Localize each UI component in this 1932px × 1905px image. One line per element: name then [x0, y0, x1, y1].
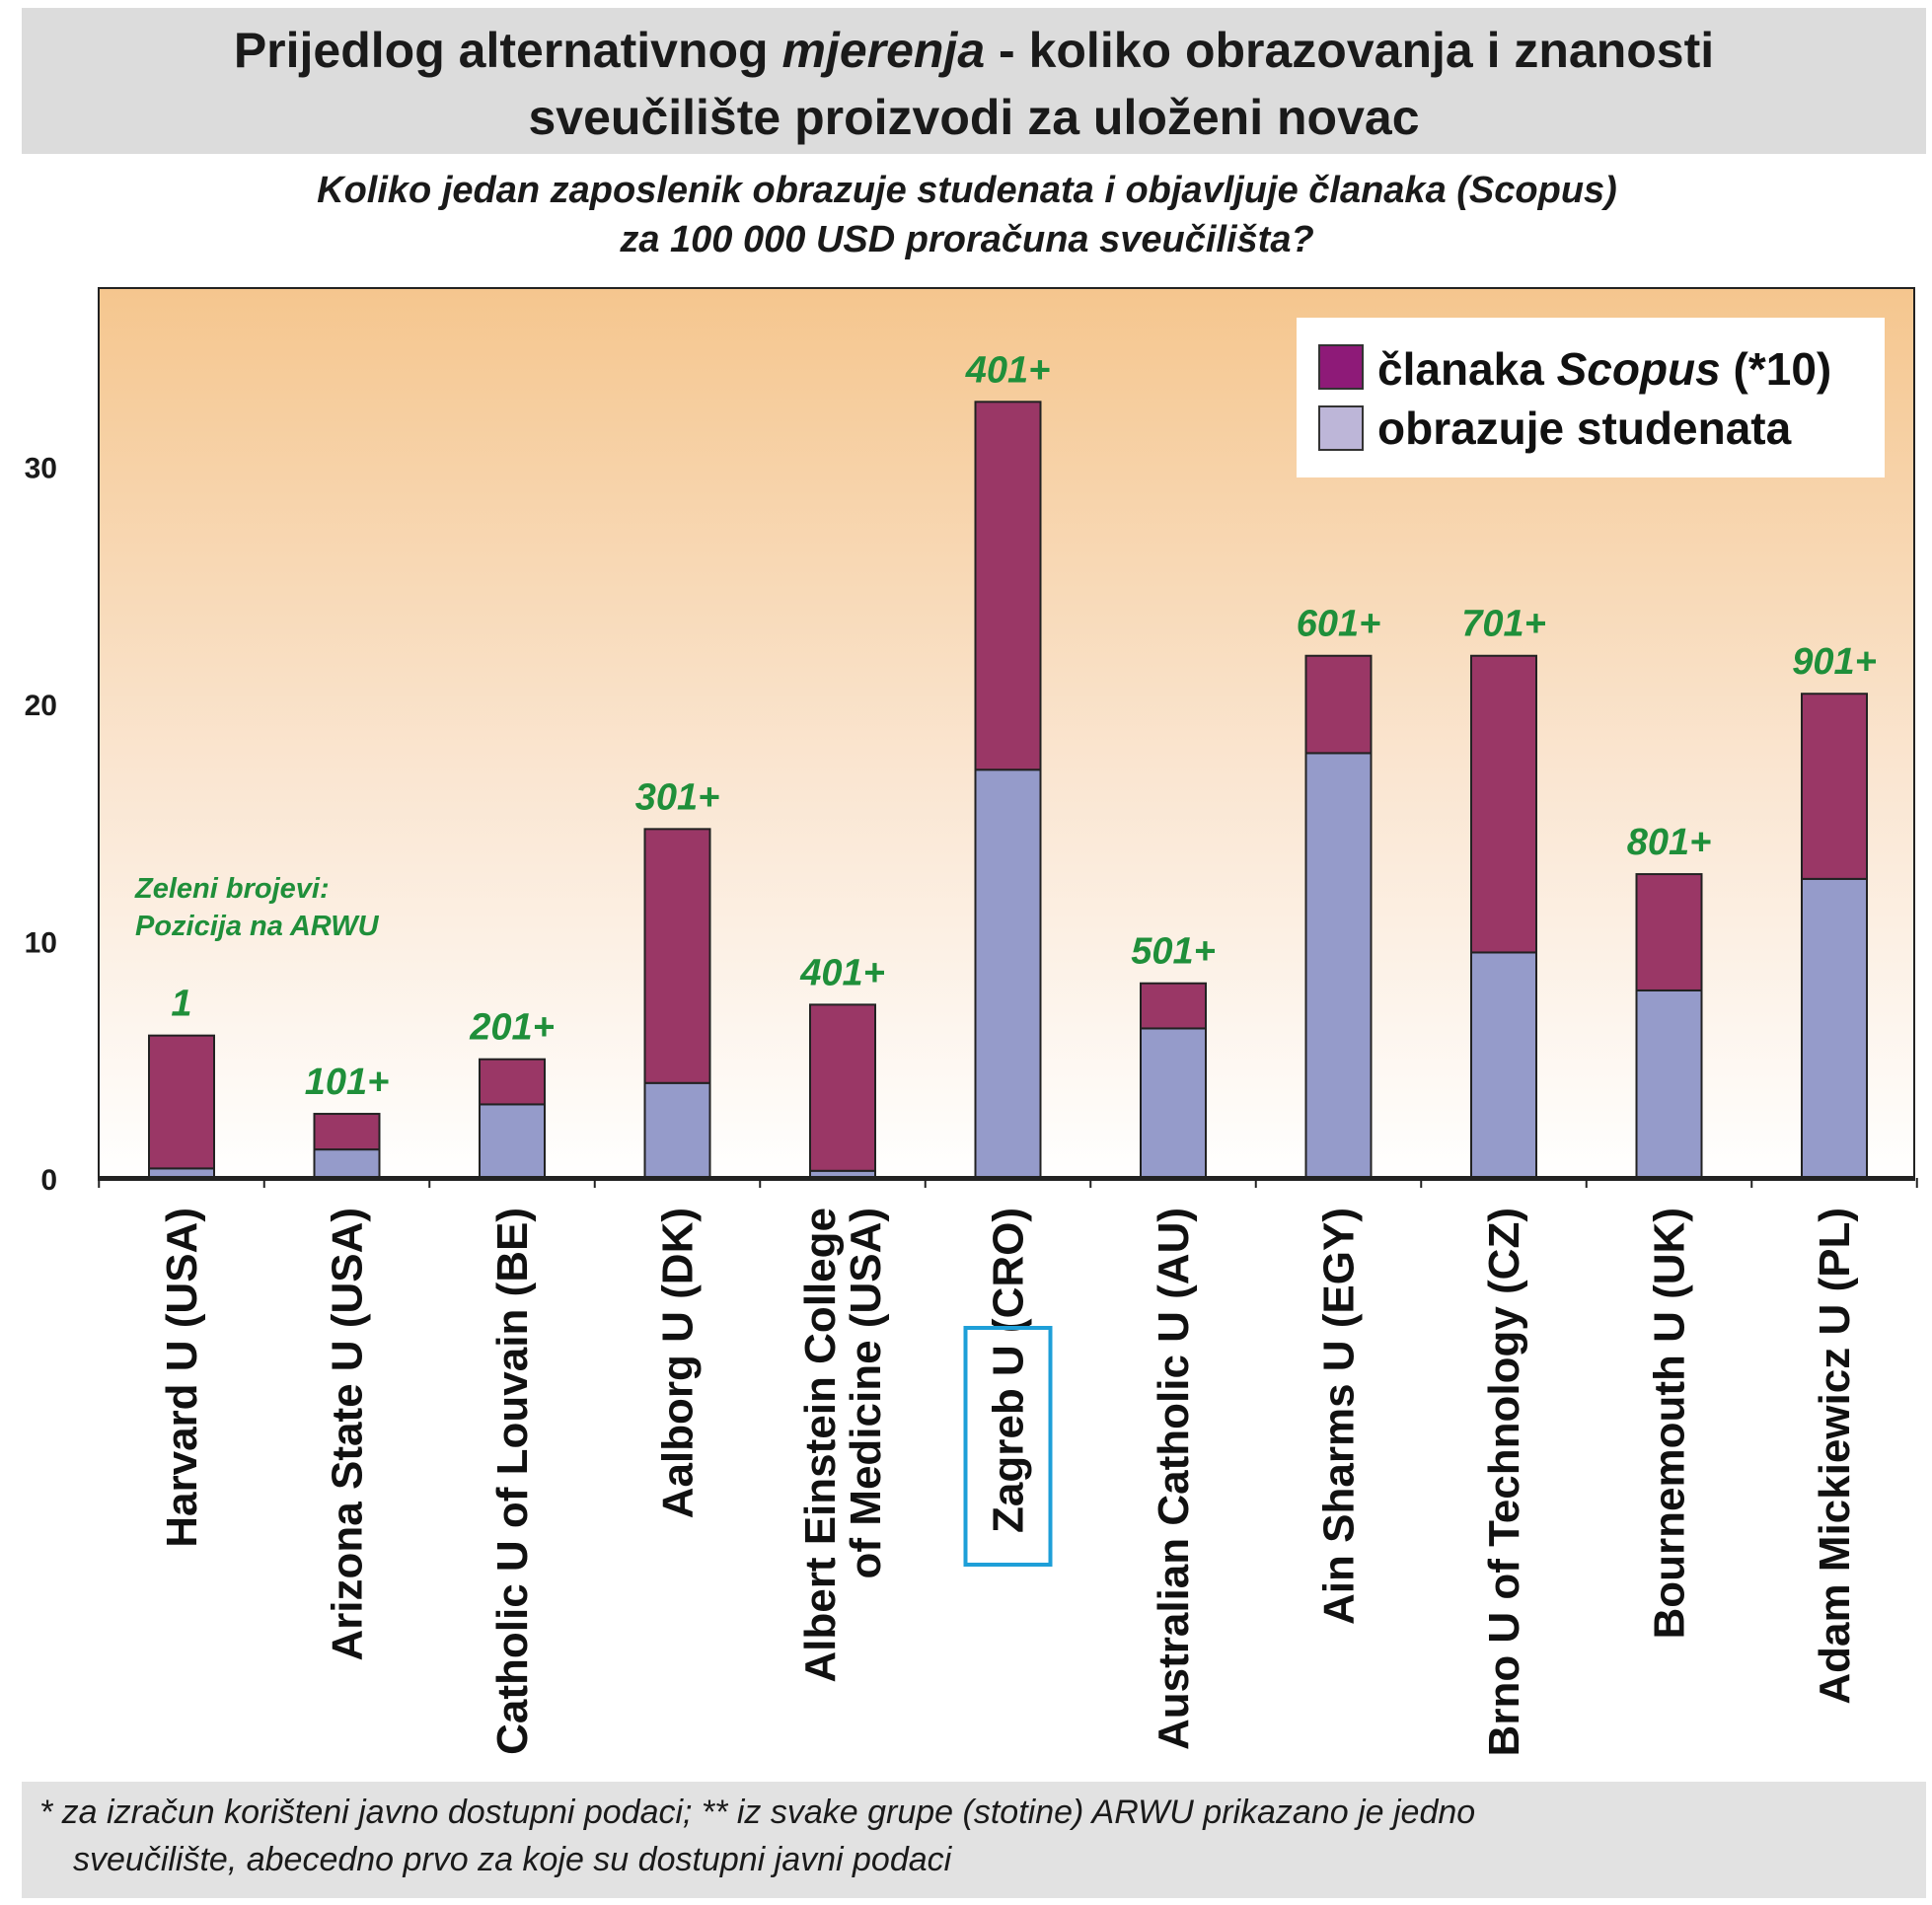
x-category-label: Albert Einstein College — [796, 1208, 845, 1683]
rank-annotation: Zeleni brojevi: Pozicija na ARWU — [134, 873, 380, 942]
legend-swatch-students — [1318, 405, 1364, 451]
y-tick-label: 10 — [25, 926, 57, 959]
arwu-rank-label: 401+ — [799, 952, 885, 993]
arwu-rank-label: 401+ — [965, 349, 1051, 391]
bar-articles — [1801, 693, 1868, 880]
y-tick-label: 20 — [25, 690, 57, 722]
arwu-rank-label: 201+ — [469, 1007, 555, 1049]
arwu-rank-label: 1 — [171, 984, 191, 1025]
bar-articles — [148, 1034, 215, 1170]
chart-subtitle-line2: za 100 000 USD proračuna sveučilišta? — [620, 219, 1314, 260]
annotation-text: Pozicija na ARWU — [135, 911, 380, 942]
chart-title-line2: sveučilište proizvodi za uloženi novac — [528, 90, 1420, 145]
title-part2: - koliko obrazovanja i znanosti — [985, 23, 1715, 78]
bars-group — [148, 401, 1868, 1180]
title-part1: Prijedlog alternativnog — [233, 23, 782, 78]
x-category-label: Arizona State U (USA) — [324, 1208, 372, 1661]
bar-articles — [809, 1003, 876, 1172]
x-category-label: Australian Catholic U (AU) — [1150, 1208, 1198, 1750]
x-category-label: Aalborg U (DK) — [654, 1208, 703, 1518]
arwu-rank-label: 301+ — [635, 776, 720, 818]
bar-students — [1801, 877, 1868, 1179]
x-axis: Harvard U (USA) Arizona State U (USA) Cath… — [98, 1176, 1918, 1756]
y-tick-label: 0 — [40, 1164, 57, 1197]
bar-students — [1304, 752, 1373, 1179]
legend-swatch-articles — [1318, 344, 1364, 390]
bar-students — [313, 1148, 381, 1180]
chart-title-line1: Prijedlog alternativnog mjerenja - kolik… — [22, 22, 1926, 79]
x-category-label: Brno U of Technology (CZ) — [1480, 1208, 1528, 1756]
arwu-rank-label: 701+ — [1461, 604, 1546, 645]
title-banner: Prijedlog alternativnog mjerenja - kolik… — [22, 8, 1926, 154]
bar-articles — [1304, 654, 1373, 755]
stacked-bar-chart: 0 10 20 30 1 101+ 201+ 301+ 401+ 401+ 501+ 601+ 701… — [25, 287, 1918, 1756]
bar-articles — [313, 1113, 381, 1151]
bar-students — [1635, 989, 1703, 1179]
y-axis: 0 10 20 30 — [25, 452, 57, 1197]
bar-articles — [974, 401, 1042, 771]
x-category-label: Ain Sharms U (EGY) — [1315, 1208, 1364, 1625]
title-italic-word: mjerenja — [781, 23, 986, 78]
arwu-rank-label: 801+ — [1627, 822, 1712, 863]
legend-label-articles: članaka Scopus (*10) — [1377, 343, 1831, 395]
x-category-label: Catholic U of Louvain (BE) — [488, 1208, 537, 1755]
bar-articles — [479, 1058, 546, 1106]
highlight-box — [963, 1326, 1053, 1567]
arwu-rank-label: 601+ — [1297, 604, 1381, 645]
legend: članaka Scopus (*10) obrazuje studenata — [1297, 318, 1885, 477]
bar-students — [1140, 1027, 1207, 1179]
bar-articles — [1470, 654, 1537, 954]
x-category-label: of Medicine (USA) — [842, 1208, 890, 1578]
arwu-rank-labels: 1 101+ 201+ 301+ 401+ 401+ 501+ 601+ 701+ 801+ 901… — [171, 349, 1876, 1103]
bar-articles — [643, 828, 711, 1084]
bar-students — [1470, 951, 1537, 1180]
footnote-line1: * za izračun korišteni javno dostupni po… — [39, 1794, 1476, 1831]
x-category-label: Adam Mickiewicz U (PL) — [1811, 1208, 1859, 1705]
annotation-text: Zeleni brojevi: — [134, 873, 330, 905]
bar-articles — [1635, 873, 1703, 991]
arwu-rank-label: 901+ — [1792, 641, 1877, 683]
footnote-banner: * za izračun korišteni javno dostupni po… — [22, 1782, 1926, 1898]
bar-students — [479, 1103, 546, 1179]
arwu-rank-label: 101+ — [305, 1062, 390, 1103]
footnote-line2: sveučilište, abecedno prvo za koje su do… — [73, 1841, 952, 1878]
x-category-label: Harvard U (USA) — [158, 1208, 206, 1548]
legend-label-students: obrazuje studenata — [1377, 403, 1792, 454]
bar-students — [974, 769, 1042, 1180]
bar-articles — [1140, 982, 1207, 1030]
x-category-label: Zagreb U (CRO) — [985, 1208, 1033, 1533]
chart-subtitle-line1: Koliko jedan zaposlenik obrazuje studena… — [317, 170, 1617, 211]
x-category-label: Bournemouth U (UK) — [1646, 1208, 1694, 1640]
legend-box — [1297, 318, 1885, 477]
y-tick-label: 30 — [25, 452, 57, 484]
arwu-rank-label: 501+ — [1131, 931, 1216, 973]
bar-students — [643, 1081, 711, 1180]
